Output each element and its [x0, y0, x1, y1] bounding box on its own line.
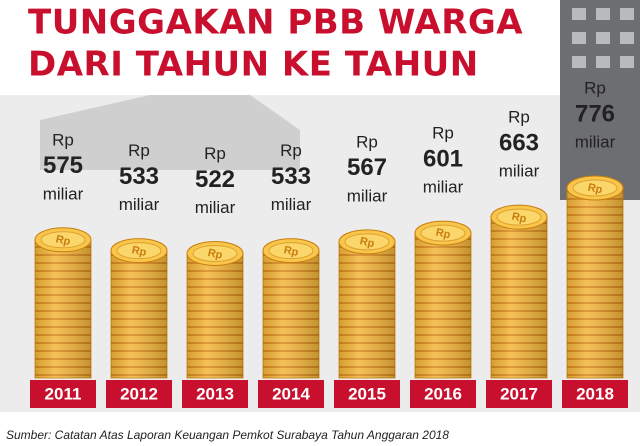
value-unit: miliar	[499, 162, 540, 181]
coin-face	[40, 231, 86, 249]
value-unit: miliar	[195, 198, 236, 217]
value-unit: miliar	[575, 132, 616, 151]
value-prefix: Rp	[204, 144, 226, 163]
value-prefix: Rp	[508, 108, 530, 127]
bar-shade	[339, 241, 395, 378]
value-label: 776	[575, 100, 615, 127]
coin-stack: Rp	[490, 204, 548, 379]
value-prefix: Rp	[356, 132, 378, 151]
value-unit: miliar	[271, 195, 312, 214]
year-box	[562, 380, 628, 408]
coin-stack: Rp	[262, 238, 320, 379]
coin-label: Rp	[283, 244, 300, 259]
value-prefix: Rp	[128, 141, 150, 160]
value-unit: miliar	[347, 186, 388, 205]
value-unit: miliar	[43, 184, 84, 203]
value-label: 533	[271, 163, 311, 190]
value-unit: miliar	[119, 195, 160, 214]
coin-face	[420, 224, 466, 242]
value-prefix: Rp	[280, 141, 302, 160]
year-box	[182, 380, 248, 408]
coin-stack: Rp	[566, 175, 624, 379]
year-box	[486, 380, 552, 408]
source-note: Sumber: Catatan Atas Laporan Keuangan Pe…	[6, 428, 449, 442]
chart-title: TUNGGAKAN PBB WARGA	[28, 3, 523, 43]
coin-label: Rp	[55, 233, 72, 248]
x-tick-label: 2018	[576, 384, 614, 403]
x-tick-label: 2015	[348, 384, 386, 403]
year-box	[106, 380, 172, 408]
coin-stack: Rp	[110, 238, 168, 379]
x-tick-label: 2014	[272, 384, 310, 403]
chart-title: DARI TAHUN KE TAHUN	[28, 45, 479, 85]
value-label: 663	[499, 129, 539, 156]
bar-shade	[187, 253, 243, 378]
coin-stack: Rp	[414, 220, 472, 379]
value-label: 567	[347, 154, 387, 181]
value-prefix: Rp	[584, 78, 606, 97]
coin-face	[268, 242, 314, 260]
value-unit: miliar	[423, 178, 464, 197]
coin-face	[572, 179, 618, 197]
bar-shade	[111, 250, 167, 378]
year-box	[410, 380, 476, 408]
coin-face	[192, 244, 238, 262]
coin-face	[116, 242, 162, 260]
value-label: 522	[195, 166, 235, 193]
x-tick-label: 2013	[196, 384, 234, 403]
bar-shade	[567, 188, 623, 378]
value-label: 575	[43, 152, 83, 179]
value-label: 533	[119, 163, 159, 190]
value-prefix: Rp	[52, 130, 74, 149]
coin-label: Rp	[511, 211, 528, 226]
bar-shade	[491, 217, 547, 378]
coin-face	[344, 233, 390, 251]
value-prefix: Rp	[432, 124, 454, 143]
coin-label: Rp	[359, 235, 376, 250]
x-tick-label: 2011	[45, 384, 82, 403]
bar-shade	[35, 239, 91, 378]
bar-shade	[263, 250, 319, 378]
year-box	[30, 380, 96, 408]
x-tick-label: 2016	[424, 384, 462, 403]
coin-stack: Rp	[338, 229, 396, 379]
x-tick-label: 2012	[120, 384, 158, 403]
x-tick-label: 2017	[500, 384, 538, 403]
year-box	[258, 380, 324, 408]
coin-label: Rp	[435, 227, 452, 242]
value-label: 601	[423, 145, 463, 172]
bar-shade	[415, 233, 471, 378]
coin-face	[496, 208, 542, 226]
coin-label: Rp	[587, 182, 604, 197]
coin-label: Rp	[207, 247, 224, 262]
coin-stack: Rp	[186, 240, 244, 379]
year-box	[334, 380, 400, 408]
coin-stack: Rp	[34, 227, 92, 379]
coin-label: Rp	[131, 244, 148, 259]
